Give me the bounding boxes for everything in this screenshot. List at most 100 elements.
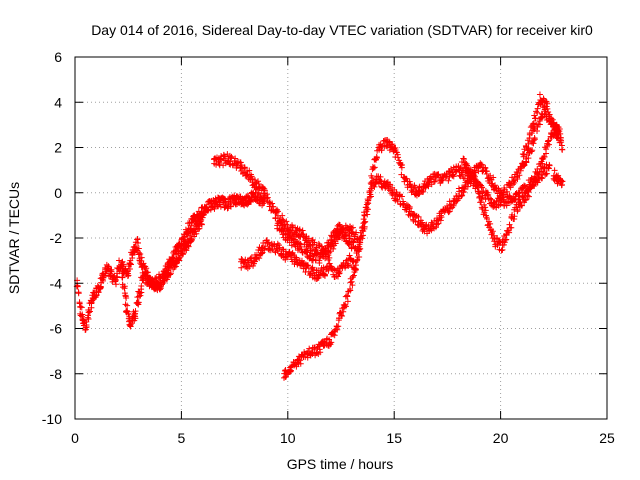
data-point	[240, 260, 247, 267]
data-point	[521, 197, 528, 204]
data-point	[422, 222, 429, 229]
data-point	[123, 307, 130, 314]
x-tick-label: 25	[599, 430, 615, 446]
data-point	[536, 91, 543, 98]
data-point	[167, 270, 174, 277]
data-point	[508, 198, 515, 205]
data-point	[120, 261, 127, 268]
data-point	[545, 137, 552, 144]
y-tick-label: 4	[54, 94, 62, 110]
y-tick-label: -10	[42, 411, 62, 427]
data-point	[527, 185, 534, 192]
data-point	[347, 223, 354, 230]
data-point	[255, 181, 262, 188]
data-point	[135, 245, 142, 252]
data-point	[478, 195, 485, 202]
x-axis-label: GPS time / hours	[287, 456, 394, 472]
data-point	[458, 192, 465, 199]
data-point	[323, 247, 330, 254]
data-point	[297, 360, 304, 367]
data-point	[467, 166, 474, 173]
data-point	[519, 193, 526, 200]
data-point	[134, 239, 141, 246]
data-point	[262, 243, 269, 250]
data-point	[124, 302, 131, 309]
data-point	[505, 227, 512, 234]
data-point	[303, 243, 310, 250]
data-point	[196, 225, 203, 232]
data-point	[363, 201, 370, 208]
data-point	[478, 161, 485, 168]
data-point	[365, 200, 372, 207]
data-point	[492, 182, 499, 189]
data-point	[378, 147, 385, 154]
data-point	[472, 176, 479, 183]
data-point	[558, 139, 565, 146]
data-point	[504, 200, 511, 207]
data-point	[367, 187, 374, 194]
data-point	[316, 346, 323, 353]
data-point	[508, 224, 515, 231]
data-point	[371, 164, 378, 171]
data-point	[511, 179, 518, 186]
data-point	[137, 250, 144, 257]
data-point	[127, 323, 134, 330]
data-point	[335, 323, 342, 330]
data-point	[336, 268, 343, 275]
data-point	[471, 173, 478, 180]
data-point	[541, 153, 548, 160]
data-point	[395, 154, 402, 161]
data-point	[514, 175, 521, 182]
data-point	[496, 192, 503, 199]
data-point	[85, 312, 92, 319]
data-point	[555, 172, 562, 179]
data-point	[437, 180, 444, 187]
data-point	[217, 156, 224, 163]
data-point	[350, 239, 357, 246]
data-point	[557, 130, 564, 137]
data-point	[272, 214, 279, 221]
data-point	[342, 301, 349, 308]
data-point	[293, 254, 300, 261]
data-point	[531, 175, 538, 182]
data-point	[227, 203, 234, 210]
data-point	[510, 181, 517, 188]
data-point	[190, 213, 197, 220]
data-point	[314, 249, 321, 256]
data-point	[315, 343, 322, 350]
x-tick-label: 15	[386, 430, 402, 446]
data-point	[559, 146, 566, 153]
data-point	[86, 308, 93, 315]
data-point	[356, 253, 363, 260]
data-point	[298, 246, 305, 253]
data-point	[228, 153, 235, 160]
data-point	[125, 310, 132, 317]
data-point	[227, 154, 234, 161]
data-point	[435, 220, 442, 227]
data-point	[478, 199, 485, 206]
data-point	[525, 193, 532, 200]
data-point	[122, 292, 129, 299]
data-point	[530, 120, 537, 127]
data-point	[265, 239, 272, 246]
data-point	[538, 114, 545, 121]
data-point	[465, 180, 472, 187]
data-point	[85, 315, 92, 322]
data-point	[148, 277, 155, 284]
data-point	[514, 208, 521, 215]
series-arc1	[73, 189, 268, 334]
data-point	[327, 340, 334, 347]
data-point	[352, 231, 359, 238]
data-point	[349, 273, 356, 280]
data-point	[534, 179, 541, 186]
data-point	[487, 220, 494, 227]
data-point	[348, 278, 355, 285]
data-point	[309, 350, 316, 357]
data-point	[430, 178, 437, 185]
data-point	[553, 122, 560, 129]
data-point	[328, 339, 335, 346]
data-point	[269, 200, 276, 207]
data-point	[132, 308, 139, 315]
data-point	[166, 265, 173, 272]
data-point	[171, 264, 178, 271]
